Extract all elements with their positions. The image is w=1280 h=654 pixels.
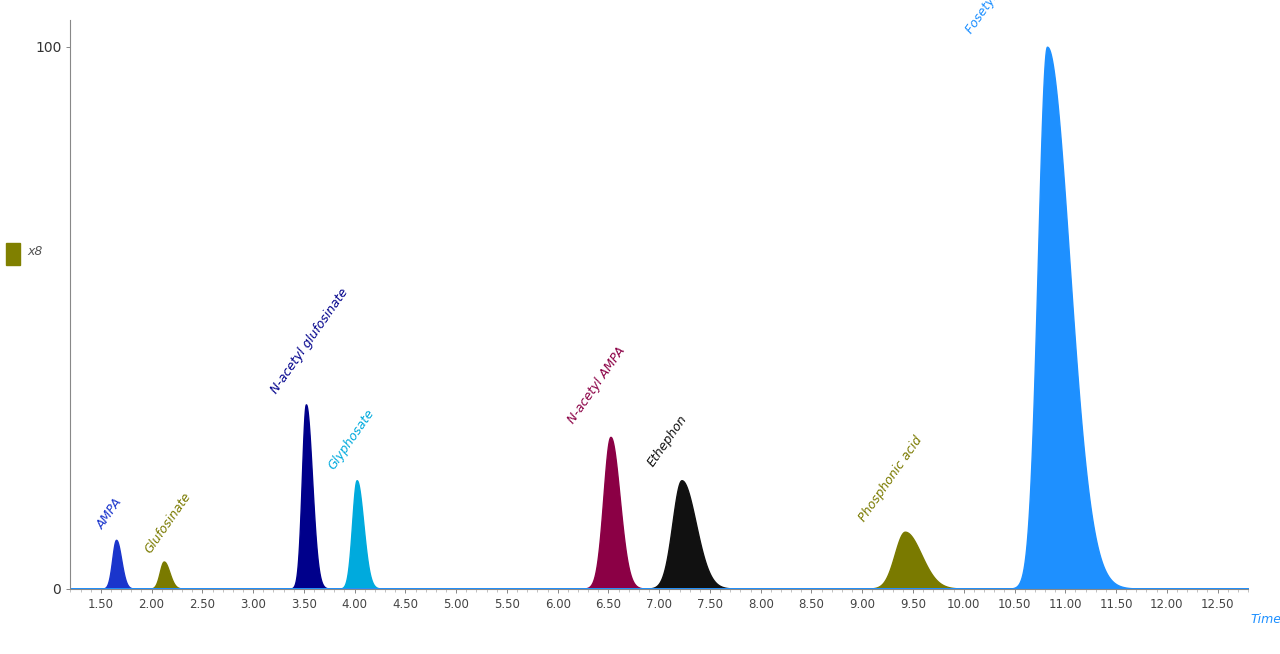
Text: x8: x8 (27, 245, 42, 258)
Text: Glyphosate: Glyphosate (325, 407, 376, 472)
Text: Fosetyl aluminum: Fosetyl aluminum (964, 0, 1038, 36)
Text: Glufosinate: Glufosinate (142, 490, 193, 556)
Bar (6, 243, 20, 265)
Text: Phosphonic acid: Phosphonic acid (856, 434, 925, 524)
Text: N-acetyl AMPA: N-acetyl AMPA (566, 345, 628, 426)
Text: AMPA: AMPA (95, 496, 124, 532)
Text: N-acetyl glufosinate: N-acetyl glufosinate (268, 286, 351, 396)
Text: Time: Time (1251, 613, 1280, 626)
Text: Ethephon: Ethephon (645, 413, 690, 470)
